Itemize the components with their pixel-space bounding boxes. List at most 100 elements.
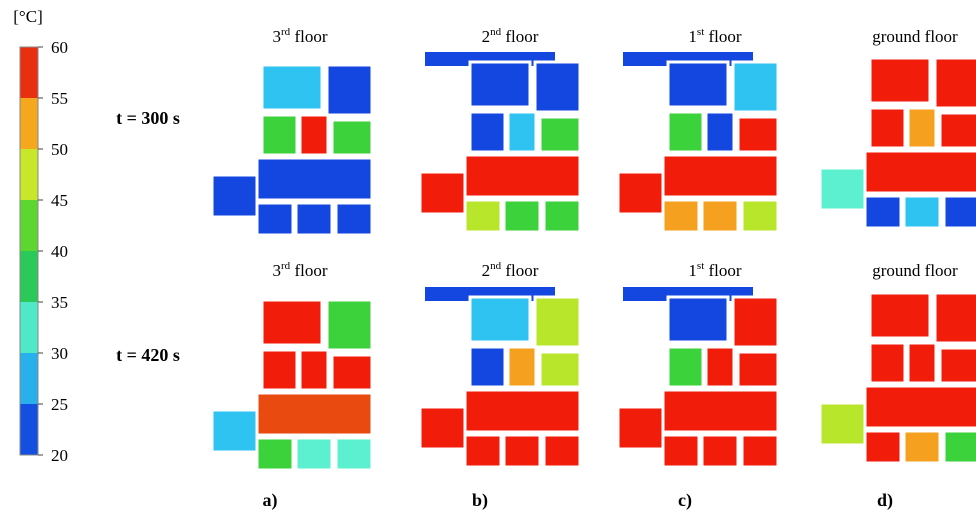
- room: [738, 352, 778, 387]
- room: [940, 113, 976, 148]
- floor-word: floor: [704, 27, 742, 46]
- column-title: 3rd floor: [273, 260, 328, 280]
- room: [212, 175, 257, 217]
- room: [544, 200, 580, 232]
- room: [733, 297, 778, 347]
- colorbar-tick-label: 30: [51, 344, 68, 363]
- floor-plan: [212, 65, 372, 235]
- column-title: 1st floor: [688, 260, 741, 280]
- figure: [°C] 202530354045505560 t = 300 s t = 42…: [0, 0, 976, 517]
- room: [865, 431, 901, 463]
- floor-plan: [618, 52, 778, 232]
- room: [470, 62, 530, 107]
- floor-number: 1: [688, 261, 697, 280]
- floor-word: floor: [290, 27, 328, 46]
- room: [870, 108, 905, 148]
- floor-suffix: nd: [490, 26, 502, 38]
- room: [668, 112, 703, 152]
- floor-number: 3: [273, 27, 282, 46]
- room: [618, 172, 663, 214]
- room: [618, 407, 663, 449]
- floor-number: 3: [273, 261, 282, 280]
- room: [544, 435, 580, 467]
- room: [300, 350, 328, 390]
- floor-suffix: st: [697, 260, 704, 272]
- room: [336, 438, 372, 470]
- room: [257, 158, 372, 200]
- room: [668, 62, 728, 107]
- colorbar-band: [20, 200, 38, 251]
- floor-suffix: st: [697, 26, 704, 38]
- floor-word: floor: [704, 261, 742, 280]
- colorbar-tick-label: 20: [51, 446, 68, 465]
- room: [870, 343, 905, 383]
- room: [262, 115, 297, 155]
- room: [870, 58, 930, 103]
- room: [668, 297, 728, 342]
- room: [908, 108, 936, 148]
- column-title: 2nd floor: [482, 26, 539, 46]
- room: [257, 393, 372, 435]
- room: [262, 300, 322, 345]
- floor-plan: [212, 300, 372, 470]
- room: [465, 155, 580, 197]
- floor-plan: [420, 287, 580, 467]
- room: [300, 115, 328, 155]
- floor-number: 2: [482, 27, 491, 46]
- room: [663, 200, 699, 232]
- panel-label: d): [877, 490, 893, 511]
- colorbar-band: [20, 47, 38, 98]
- room: [296, 438, 332, 470]
- row-label: t = 420 s: [116, 345, 180, 365]
- room: [865, 151, 976, 193]
- room: [212, 410, 257, 452]
- room: [706, 347, 734, 387]
- colorbar-band: [20, 98, 38, 149]
- room: [504, 200, 540, 232]
- floor-word: ground floor: [872, 261, 958, 280]
- room: [470, 112, 505, 152]
- room: [668, 347, 703, 387]
- room: [508, 347, 536, 387]
- floor-plan: [618, 287, 778, 467]
- room: [332, 355, 372, 390]
- room: [465, 390, 580, 432]
- room: [865, 196, 901, 228]
- room: [257, 203, 293, 235]
- floor-number: 1: [688, 27, 697, 46]
- room: [470, 347, 505, 387]
- room: [904, 196, 940, 228]
- colorbar-tick-label: 35: [51, 293, 68, 312]
- room: [508, 112, 536, 152]
- column-title: 2nd floor: [482, 260, 539, 280]
- colorbar-band: [20, 404, 38, 455]
- room: [706, 112, 734, 152]
- floor-word: ground floor: [872, 27, 958, 46]
- room: [663, 435, 699, 467]
- room: [865, 386, 976, 428]
- room: [420, 172, 465, 214]
- colorbar-tick-label: 40: [51, 242, 68, 261]
- panel-label: c): [678, 490, 692, 511]
- room: [465, 200, 501, 232]
- room: [663, 390, 778, 432]
- room: [820, 403, 865, 445]
- column-title: ground floor: [872, 27, 958, 46]
- room: [935, 293, 976, 343]
- room: [336, 203, 372, 235]
- panel-label: b): [472, 490, 488, 511]
- room: [296, 203, 332, 235]
- room: [742, 435, 778, 467]
- floor-word: floor: [501, 261, 539, 280]
- floor-suffix: nd: [490, 260, 502, 272]
- floor-plan: [420, 52, 580, 232]
- room: [540, 352, 580, 387]
- room: [262, 350, 297, 390]
- room: [540, 117, 580, 152]
- floor-plan: [820, 58, 976, 228]
- room: [870, 293, 930, 338]
- colorbar-tick-label: 25: [51, 395, 68, 414]
- room: [420, 407, 465, 449]
- room: [332, 120, 372, 155]
